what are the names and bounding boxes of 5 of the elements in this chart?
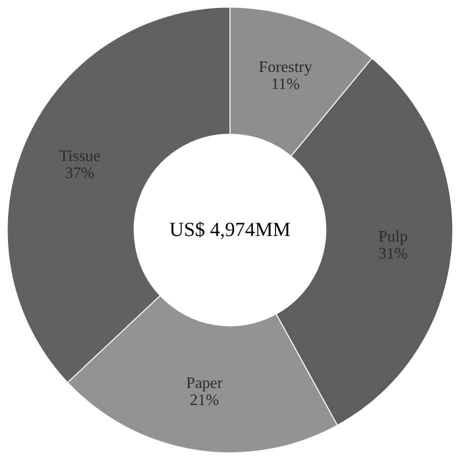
data-label: 21%: [190, 392, 220, 409]
data-label: 11%: [271, 76, 300, 93]
slice-label: Forestry: [258, 58, 312, 76]
slice-label: Paper: [186, 374, 224, 392]
text: US$ 4,974MM: [169, 219, 291, 241]
